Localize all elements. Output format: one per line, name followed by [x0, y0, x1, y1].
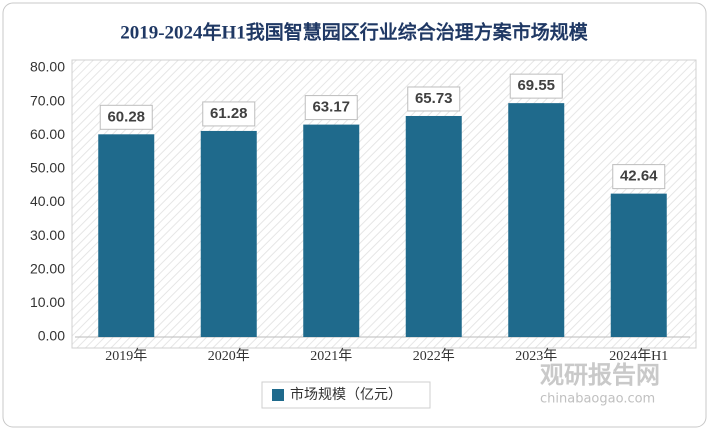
y-tick-label: 80.00	[30, 59, 65, 75]
y-tick-label: 70.00	[30, 92, 65, 108]
value-label: 65.73	[415, 90, 453, 107]
x-tick-label: 2020年	[208, 348, 250, 364]
y-tick-label: 30.00	[30, 227, 65, 243]
y-tick-label: 0.00	[38, 328, 65, 344]
watermark-name: 观研报告网	[540, 361, 660, 389]
y-tick-label: 60.00	[30, 126, 65, 142]
y-tick-label: 50.00	[30, 160, 65, 176]
value-label-box	[407, 86, 461, 112]
bar	[98, 134, 155, 337]
legend-box	[261, 381, 431, 409]
value-label: 61.28	[210, 105, 248, 122]
y-tick-label: 10.00	[30, 294, 65, 310]
chart-title: 2019-2024年H1我国智慧园区行业综合治理方案市场规模	[120, 20, 589, 43]
value-label-box	[304, 95, 358, 121]
bar	[508, 103, 565, 337]
value-label: 69.55	[517, 77, 555, 94]
value-label: 63.17	[312, 99, 350, 116]
x-tick-label: 2023年	[515, 348, 557, 364]
x-tick-label: 2021年	[310, 348, 352, 364]
bar	[405, 115, 462, 337]
legend-swatch	[272, 389, 284, 401]
plot-area	[71, 59, 697, 349]
bar	[200, 130, 257, 337]
legend-label: 市场规模（亿元）	[290, 386, 402, 403]
x-tick-label: 2024年H1	[609, 348, 668, 364]
value-label-box	[202, 101, 256, 127]
value-label-box	[612, 164, 666, 190]
x-tick-label: 2022年	[413, 348, 455, 364]
bar	[610, 193, 667, 337]
x-tick-label: 2019年	[105, 348, 147, 364]
watermark-url: chinabaogao.com	[540, 392, 655, 407]
value-label-box	[509, 73, 563, 99]
y-tick-label: 20.00	[30, 260, 65, 276]
bar	[303, 124, 360, 337]
value-label: 42.64	[620, 168, 658, 185]
y-tick-label: 40.00	[30, 193, 65, 209]
value-label: 60.28	[107, 108, 145, 125]
value-label-box	[99, 104, 153, 130]
